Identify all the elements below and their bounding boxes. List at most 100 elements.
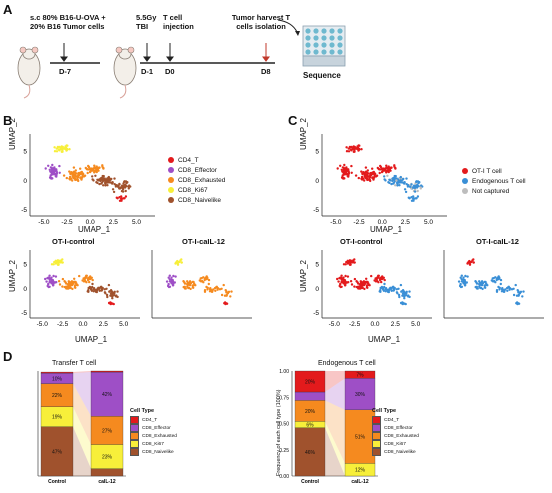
umap-point [360, 170, 363, 173]
umap-point [183, 282, 187, 285]
umap-point [416, 195, 420, 198]
umap-point [360, 175, 364, 179]
bar-data-label: 12% [355, 468, 366, 474]
plate-well [313, 35, 319, 41]
umap-point [67, 280, 71, 283]
umap-point [225, 291, 228, 294]
flow-band [73, 406, 91, 469]
x-tick-label: 5.0 [119, 321, 128, 328]
umap-point [363, 282, 366, 286]
y-tick-label: 5 [315, 262, 319, 269]
umap-point [406, 183, 410, 187]
x-tick-label: -2.5 [353, 219, 365, 226]
umap-point [168, 278, 171, 281]
legend-item: CD8_Exhausted [168, 175, 225, 185]
umap-point [402, 291, 406, 294]
umap-point [55, 172, 59, 175]
umap-point [387, 168, 391, 171]
umap-point [208, 290, 212, 293]
umap-point [76, 178, 80, 181]
umap-point [478, 280, 481, 283]
umap-point [400, 290, 403, 293]
umap-point [58, 171, 61, 174]
panel-label-a: A [3, 2, 13, 17]
bar-data-label: 6% [306, 423, 314, 429]
umap-point [108, 290, 111, 293]
umap-point [357, 176, 360, 180]
x-tick-label: 5.0 [411, 321, 420, 328]
umap-point [54, 175, 57, 178]
umap-point [73, 277, 76, 280]
umap-point [105, 287, 108, 290]
bar1-title: Transfer T cell [52, 360, 97, 367]
bar-segment [90, 444, 124, 469]
umap-point [123, 197, 126, 200]
umap-point [388, 181, 391, 185]
umap-point [52, 280, 55, 283]
umap-point [403, 297, 406, 300]
umap-point [474, 285, 477, 289]
umap-point [399, 175, 402, 179]
umap-point [516, 302, 519, 306]
umap-point [398, 295, 401, 299]
umap-point [174, 275, 177, 278]
umap-point [386, 174, 389, 177]
umap-point [353, 285, 356, 288]
umap-b-legend: CD4_T CD8_Effector CD8_Exhausted CD8_Ki6… [168, 155, 225, 205]
umap-point [214, 289, 217, 292]
umap-point [165, 280, 169, 283]
umap-point [95, 168, 99, 171]
legend-item: Not captured [462, 186, 526, 196]
plate-well [329, 28, 335, 34]
umap-point [116, 290, 119, 293]
x-tick-label: 2.5 [401, 219, 410, 226]
umap-point [123, 185, 126, 188]
umap-point [171, 284, 175, 287]
umap-point [405, 294, 408, 297]
umap-point [61, 261, 64, 264]
umap-point [188, 283, 191, 287]
umap-point [211, 289, 214, 292]
umap-point [389, 166, 392, 170]
umap-point [350, 148, 353, 152]
umap-point [401, 294, 404, 297]
legend-item: CD8_Effector [168, 165, 225, 175]
umap-point [397, 293, 401, 297]
umap-point [69, 281, 73, 284]
umap-point [52, 263, 55, 266]
umap-b-main: -5.0 -2.5 0.0 2.5 5.0 5 0 -5 [21, 134, 155, 226]
umap-point [373, 279, 376, 282]
y-tick-label: 5 [315, 149, 319, 156]
umap-point [522, 290, 525, 293]
umap-point [69, 172, 72, 176]
umap-point [353, 261, 356, 264]
category-label: Control [48, 479, 66, 485]
umap-point [168, 274, 171, 277]
umap-point [361, 172, 364, 176]
panel-label-c: C [288, 113, 298, 128]
umap-point [53, 150, 57, 153]
umap-point [457, 280, 461, 283]
umap-point [410, 183, 413, 186]
umap-point [118, 183, 121, 186]
umap-c2-xlabel: UMAP_1 [368, 335, 401, 344]
umap-point [71, 179, 74, 182]
umap-point [463, 284, 467, 287]
umap-c-xlabel: UMAP_1 [370, 225, 403, 234]
umap-point [401, 302, 404, 306]
umap-point [479, 286, 483, 290]
umap-point [49, 280, 53, 283]
bar-chart-endogenous: 1.00 0.75 0.50 0.25 0.00 46% 6% 20% 20% Control 12… [279, 369, 378, 485]
umap-point [86, 171, 89, 175]
umap-point [167, 285, 171, 289]
umap-point [106, 295, 109, 299]
plate-well [313, 28, 319, 34]
umap-point [182, 285, 185, 289]
umap-point [213, 286, 217, 290]
ot-cail12-title-b: OT-I-caIL-12 [182, 237, 225, 246]
umap-point [55, 281, 58, 284]
umap-point [499, 278, 503, 282]
umap-point [363, 179, 366, 182]
bar-chart-transfer: 47% 19% 22% 10% Control 23% 27% 42% caIL-12 [37, 370, 126, 485]
step1-line2: 20% B16 Tumor cells [30, 22, 105, 31]
